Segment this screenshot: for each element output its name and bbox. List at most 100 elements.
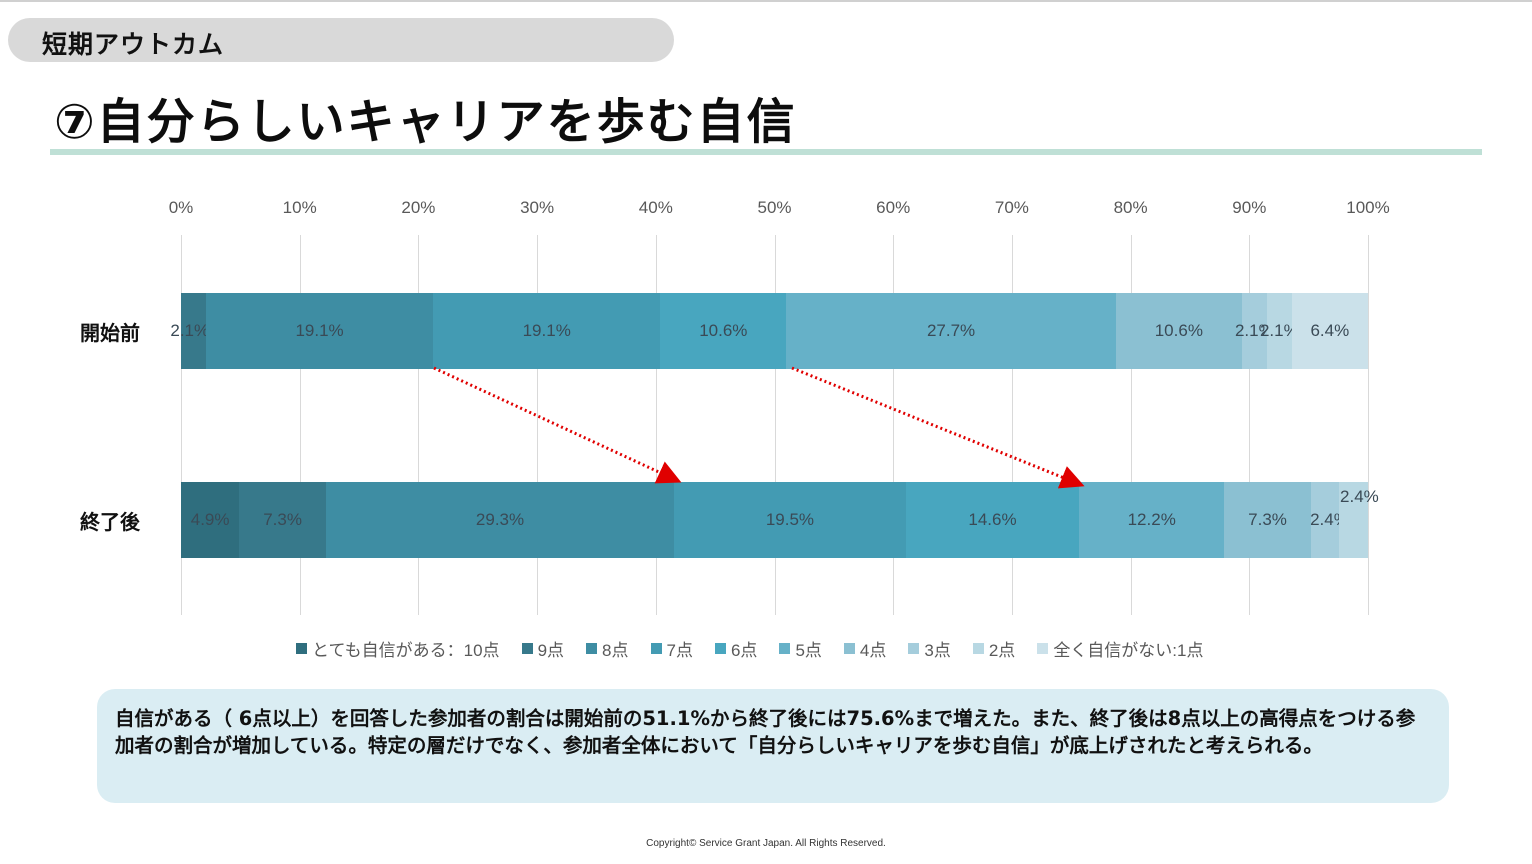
x-tick-label: 90% [1232, 198, 1267, 217]
legend-swatch-icon [650, 643, 662, 654]
gridline [181, 235, 182, 615]
section-label: 短期アウトカム [42, 30, 225, 59]
legend-label: とても自信がある：10点 [312, 641, 500, 660]
bar-segment: 14.6% [905, 482, 1080, 558]
legend-swatch-icon [714, 643, 726, 654]
bar-segment: 10.6% [660, 293, 787, 369]
bar-segment: 2.4% [1339, 482, 1379, 558]
data-label: 2.4% [1340, 487, 1379, 507]
legend-swatch-icon [843, 643, 855, 654]
chart-legend: とても自信がある：10点 9点 8点 7点 6点 5点 4点 3点 2点 全く自信がない:1点 [296, 636, 1204, 661]
bar-segment: 6.4% [1291, 293, 1368, 369]
bar-segment: 2.4% [1310, 482, 1349, 558]
gridline [1130, 235, 1132, 615]
top-rule [0, 0, 1532, 2]
gridline [774, 235, 776, 615]
legend-label: 6点 [730, 641, 758, 660]
data-label: 2.4% [1310, 510, 1349, 529]
legend-item: 8点 [586, 636, 629, 661]
page-title: ⑦自分らしいキャリアを歩む自信 [54, 94, 797, 150]
bar-segment: 29.3% [325, 482, 675, 558]
legend-label: 9点 [537, 641, 565, 660]
copyright-footer: Copyright© Service Grant Japan. All Righ… [646, 838, 886, 849]
data-label: 2.1% [1234, 321, 1274, 340]
legend-item: 2点 [972, 636, 1016, 661]
data-label: 10.6% [1154, 321, 1203, 340]
x-tick-label: 40% [638, 198, 673, 217]
data-label: 7.3% [1248, 510, 1287, 529]
gridline [1249, 235, 1251, 615]
legend-item: 全く自信がない:1点 [1037, 636, 1204, 661]
legend-swatch-icon [972, 643, 984, 654]
bar-before: 2.1% 19.1% 19.1% 10.6% 27.7% 10.6% 2.1% 2.1% 6.4… [170, 293, 1368, 369]
gridline [537, 235, 539, 615]
data-label: 29.3% [475, 510, 525, 529]
data-label: 12.2% [1127, 510, 1176, 529]
gridline [893, 235, 895, 615]
legend-item: 4点 [843, 636, 887, 661]
legend-item: 9点 [521, 636, 565, 661]
data-label: 19.1% [522, 321, 571, 340]
x-tick-label: 30% [520, 198, 555, 217]
x-tick-label: 20% [401, 198, 436, 217]
legend-swatch-icon [521, 643, 533, 654]
bar-segment: 19.1% [205, 293, 434, 369]
legend-item: とても自信がある：10点 [296, 636, 500, 661]
legend-label: 8点 [602, 641, 629, 660]
legend-swatch-icon [908, 643, 920, 654]
legend-item: 3点 [908, 636, 951, 661]
gridline [299, 235, 301, 615]
legend-label: 2点 [988, 641, 1016, 660]
category-label: 終了後 [80, 510, 140, 534]
bar-segment: 2.1% [1260, 293, 1299, 369]
data-label: 2.1% [1259, 321, 1299, 340]
bar-segment: 10.6% [1115, 293, 1242, 369]
bar-segment: 2.1% [1235, 293, 1274, 369]
legend-label: 3点 [924, 641, 951, 660]
x-tick-label: 70% [994, 198, 1029, 217]
legend-label: 7点 [666, 641, 693, 660]
gridline [655, 235, 657, 615]
legend-item: 5点 [779, 636, 822, 661]
category-label: 開始前 [80, 321, 140, 345]
summary-text: 自信がある（ 6点以上）を回答した参加者の割合は開始前の51.1%から終了後には… [115, 707, 1416, 757]
x-tick-label: 80% [1113, 198, 1148, 217]
x-tick-label: 10% [282, 198, 317, 217]
legend-swatch-icon [779, 643, 791, 654]
bar-segment: 27.7% [786, 293, 1116, 369]
bar-segment: 2.1% [170, 293, 209, 369]
dotted-arrow [791, 366, 1085, 489]
legend-label: 5点 [795, 641, 822, 660]
legend-swatch-icon [296, 643, 307, 654]
legend-label: 4点 [859, 641, 887, 660]
x-tick-label: 0% [168, 198, 194, 217]
data-label: 10.6% [699, 321, 748, 340]
bar-segment: 4.9% [181, 482, 240, 558]
bar-segment: 19.5% [674, 482, 906, 558]
data-label: 4.9% [190, 510, 230, 529]
legend-label: 全く自信がない:1点 [1053, 641, 1204, 660]
dotted-arrow [433, 366, 682, 484]
summary-box: 自信がある（ 6点以上）を回答した参加者の割合は開始前の51.1%から終了後には… [97, 689, 1449, 803]
data-label: 19.1% [295, 321, 344, 340]
gridline [1011, 235, 1013, 615]
section-label-pill: 短期アウトカム [8, 18, 674, 62]
bar-segment: 7.3% [1224, 482, 1311, 558]
bar-after: 4.9% 7.3% 29.3% 19.5% 14.6% 12.2% 7.3% 2.4% 2.4% [181, 482, 1379, 558]
data-label: 7.3% [263, 510, 302, 529]
data-label: 6.4% [1310, 321, 1350, 340]
bar-segment: 19.1% [433, 293, 661, 369]
gridline [418, 235, 420, 615]
bar-segment: 7.3% [239, 482, 326, 558]
stacked-bar-chart: 0% 10% 20% 30% 40% 50% 60% 70% 80% 90% 100% 開始前 2.1%… [80, 198, 1390, 615]
x-tick-label: 60% [876, 198, 911, 217]
bar-segment: 12.2% [1079, 482, 1225, 558]
x-tick-label: 50% [757, 198, 792, 217]
legend-swatch-icon [586, 643, 598, 654]
data-label: 2.1% [170, 321, 210, 340]
legend-item: 6点 [714, 636, 758, 661]
data-label: 19.5% [765, 510, 815, 529]
data-label: 14.6% [968, 510, 1017, 529]
data-label: 27.7% [926, 321, 976, 340]
legend-item: 7点 [650, 636, 693, 661]
